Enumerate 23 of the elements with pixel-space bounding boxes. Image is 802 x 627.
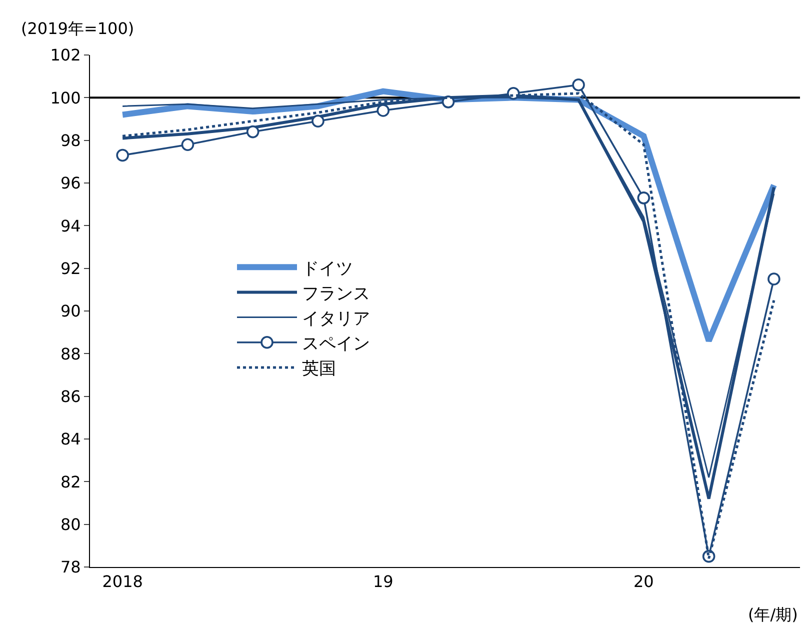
x-axis-title: (年/期) <box>748 605 798 624</box>
y-tick-label: 102 <box>50 46 81 65</box>
y-tick-label: 96 <box>60 174 81 193</box>
y-tick-label: 78 <box>60 558 81 577</box>
y-tick-label: 84 <box>60 430 81 449</box>
legend-label: ドイツ <box>302 258 353 279</box>
y-tick-label: 98 <box>60 130 81 150</box>
y-tick-label: 92 <box>60 258 81 278</box>
y-tick-label: 94 <box>60 216 81 236</box>
y-tick-label: 100 <box>50 88 81 108</box>
x-tick-label: 19 <box>372 572 394 592</box>
legend-label: フランス <box>302 284 370 304</box>
y-tick-label: 80 <box>60 514 81 534</box>
y-tick-label: 82 <box>60 472 81 492</box>
y-tick-label: 88 <box>60 344 81 364</box>
x-tick-label: 2018 <box>102 572 143 592</box>
legend-label: 英国 <box>302 359 336 380</box>
legend-label: スペイン <box>302 334 370 354</box>
y-axis-title: (2019年=100) <box>21 19 134 38</box>
y-tick-label: 90 <box>60 302 81 321</box>
y-tick-label: 86 <box>60 386 81 406</box>
legend-label: イタリア <box>302 308 370 329</box>
x-tick-label: 20 <box>633 572 654 592</box>
